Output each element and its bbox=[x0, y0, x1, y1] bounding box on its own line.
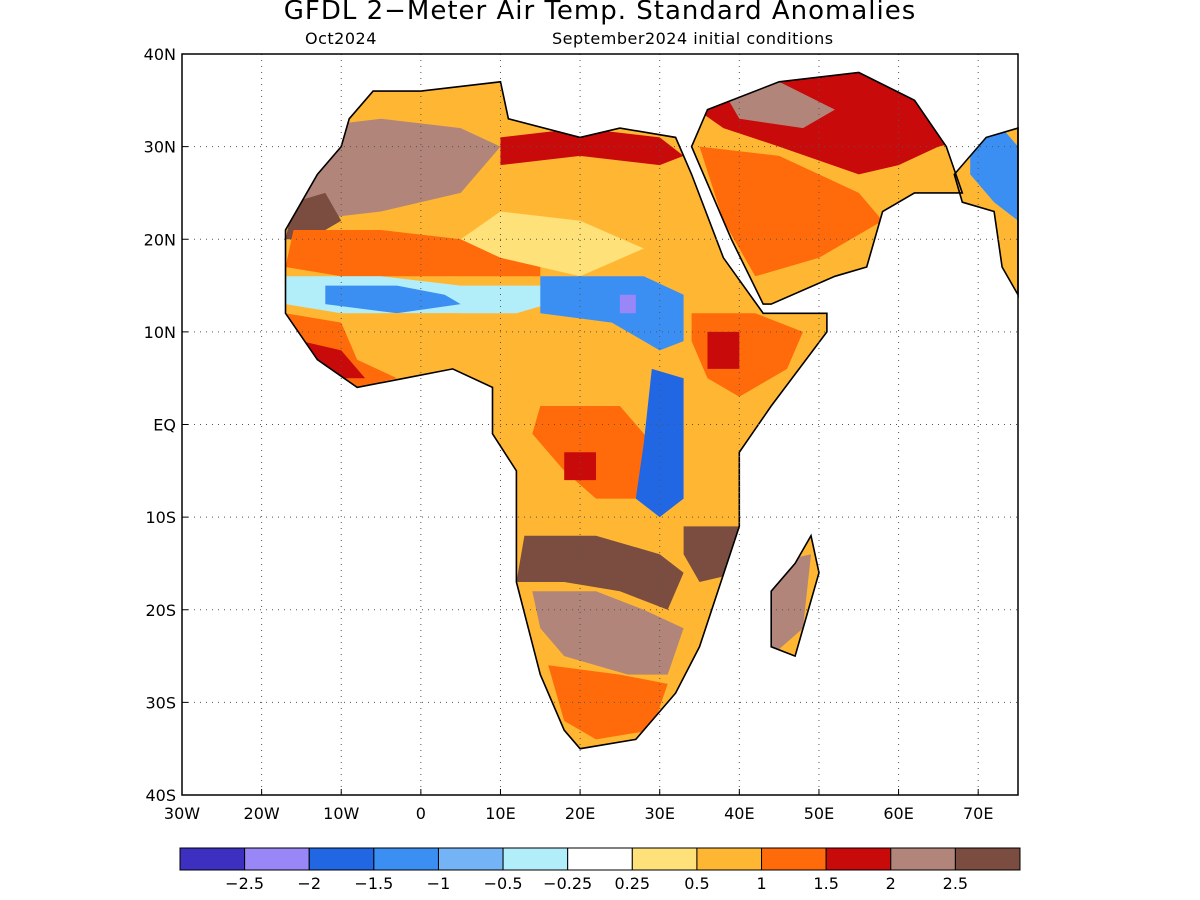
x-tick-label: 10W bbox=[323, 804, 359, 823]
anomaly-region bbox=[492, 359, 660, 406]
colorbar-label: −2 bbox=[297, 874, 321, 893]
colorbar-swatch bbox=[890, 847, 956, 871]
anomaly-region bbox=[500, 128, 684, 166]
x-tick-label: 50E bbox=[804, 804, 834, 823]
map-title: GFDL 2−Meter Air Temp. Standard Anomalie… bbox=[283, 0, 917, 26]
anomaly-region bbox=[699, 146, 883, 277]
y-tick-label: 40S bbox=[145, 786, 176, 805]
x-tick-label: 40E bbox=[724, 804, 754, 823]
colorbar-swatch bbox=[308, 847, 375, 871]
anomaly-region bbox=[540, 276, 684, 351]
anomaly-region bbox=[532, 591, 684, 675]
anomaly-region bbox=[301, 341, 366, 379]
anomaly-region bbox=[460, 211, 644, 277]
anomaly-region bbox=[285, 230, 541, 277]
colorbar: −2.5 −2 −1.5 −1 −0.5 −0.25 0.25 0.5 1 1.5 2 2.5 bbox=[179, 847, 1021, 893]
colorbar-swatch bbox=[373, 847, 439, 871]
x-tick-label: 0 bbox=[416, 804, 426, 823]
x-tick-label: 30E bbox=[644, 804, 674, 823]
coastline-outline bbox=[284, 80, 828, 750]
colorbar-swatch bbox=[825, 847, 892, 871]
colorbar-swatch bbox=[244, 847, 310, 871]
coastline-outline bbox=[690, 71, 964, 305]
forecast-month: Oct2024 bbox=[305, 29, 377, 48]
anomaly-region bbox=[516, 470, 612, 555]
map-grid bbox=[182, 54, 1018, 795]
y-tick-label: 20N bbox=[144, 230, 176, 249]
anomaly-region bbox=[325, 285, 461, 314]
initial-conditions: September2024 initial conditions bbox=[552, 29, 834, 48]
colorbar-label: 2 bbox=[886, 874, 896, 893]
colorbar-swatch bbox=[696, 847, 763, 871]
x-tick-label: 70E bbox=[963, 804, 993, 823]
y-tick-label: 10S bbox=[145, 508, 176, 527]
colorbar-label: 0.25 bbox=[614, 874, 650, 893]
colorbar-swatch bbox=[502, 847, 569, 871]
anomaly-region bbox=[285, 313, 397, 388]
anomaly-region bbox=[293, 118, 501, 221]
x-tick-label: 60E bbox=[883, 804, 913, 823]
anomaly-region bbox=[970, 128, 1018, 221]
colorbar-label: −2.5 bbox=[225, 874, 264, 893]
anomaly-shading bbox=[285, 72, 1018, 740]
colorbar-label: 1 bbox=[756, 874, 766, 893]
y-tick-label: 30N bbox=[144, 138, 176, 157]
anomaly-region bbox=[763, 554, 811, 657]
x-tick-label: 10E bbox=[485, 804, 515, 823]
colorbar-label: −0.5 bbox=[484, 874, 523, 893]
colorbar-label: −1 bbox=[427, 874, 451, 893]
colorbar-label: 1.5 bbox=[813, 874, 838, 893]
y-tick-label: 30S bbox=[145, 693, 176, 712]
colorbar-label: 2.5 bbox=[943, 874, 968, 893]
colorbar-label: 0.5 bbox=[684, 874, 709, 893]
colorbar-swatch bbox=[179, 847, 246, 871]
colorbar-swatch bbox=[761, 847, 827, 871]
x-tick-label: 20W bbox=[244, 804, 280, 823]
colorbar-swatch bbox=[437, 847, 504, 871]
latitude-labels: 40N 30N 20N 10N EQ 10S 20S 30S 40S bbox=[144, 45, 188, 805]
y-tick-label: 20S bbox=[145, 601, 176, 620]
longitude-labels: 30W 20W 10W 0 10E 20E 30E 40E 50E 60E 70E bbox=[164, 789, 993, 823]
anomaly-region bbox=[619, 294, 636, 314]
colorbar-swatch bbox=[567, 847, 633, 871]
anomaly-region bbox=[564, 452, 596, 481]
colorbar-label: −1.5 bbox=[354, 874, 393, 893]
anomaly-region bbox=[548, 665, 668, 740]
coastline bbox=[284, 71, 1019, 750]
colorbar-swatch bbox=[631, 847, 698, 871]
colorbar-swatch bbox=[954, 847, 1021, 871]
x-tick-label: 30W bbox=[164, 804, 200, 823]
colorbar-label: −0.25 bbox=[543, 874, 592, 893]
coastline-outline bbox=[770, 533, 820, 658]
anomaly-region bbox=[707, 331, 740, 369]
y-tick-label: EQ bbox=[153, 416, 176, 435]
anomaly-region bbox=[635, 368, 684, 518]
anomaly-region bbox=[516, 535, 684, 610]
anomaly-region bbox=[357, 313, 517, 379]
y-tick-label: 40N bbox=[144, 45, 176, 64]
y-tick-label: 10N bbox=[144, 323, 176, 342]
x-tick-label: 20E bbox=[565, 804, 595, 823]
